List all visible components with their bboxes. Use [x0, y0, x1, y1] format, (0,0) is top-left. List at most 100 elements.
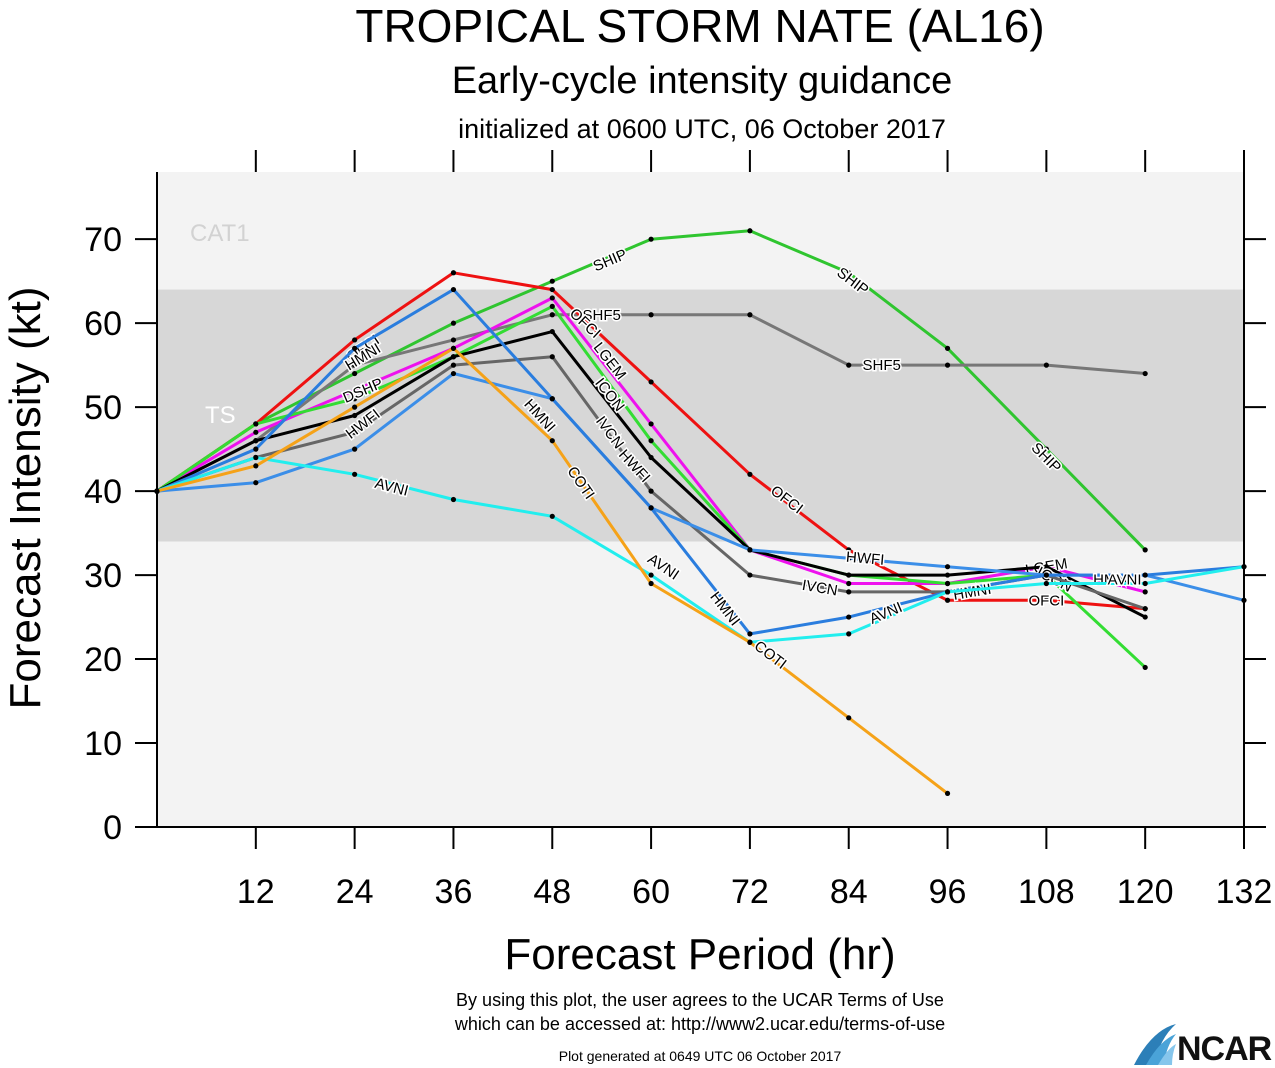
- data-point: [846, 614, 852, 620]
- data-point: [846, 572, 852, 578]
- terms-line-1: By using this plot, the user agrees to t…: [456, 990, 944, 1010]
- data-point: [846, 270, 852, 276]
- data-point: [253, 446, 259, 452]
- terms-line-2: which can be accessed at: http://www2.uc…: [454, 1014, 946, 1034]
- data-point: [846, 555, 852, 561]
- ts-band-label: TS: [205, 402, 236, 429]
- data-point: [253, 480, 259, 486]
- data-point: [1142, 547, 1148, 553]
- x-tick-label: 12: [237, 873, 275, 911]
- data-point: [846, 589, 852, 595]
- y-tick-label: 40: [84, 473, 122, 511]
- data-point: [648, 488, 654, 494]
- x-tick-label: 108: [1018, 873, 1075, 911]
- data-point: [846, 547, 852, 553]
- data-point: [747, 547, 753, 553]
- series-line: [156, 456, 1245, 644]
- x-tick-label: 132: [1216, 873, 1273, 911]
- series-line: [156, 288, 1245, 636]
- data-point: [1142, 572, 1148, 578]
- data-point: [1043, 564, 1049, 570]
- intensity-chart: TS CAT1 SHIPSHIPSHIPSHF5SHF5OFCIOFCIOFCI…: [1, 150, 1273, 979]
- data-point: [944, 345, 951, 351]
- data-point: [352, 471, 358, 477]
- generated-time: Plot generated at 0649 UTC 06 October 20…: [558, 1048, 842, 1064]
- data-point: [747, 471, 753, 477]
- ncar-logo-icon: [1134, 1024, 1176, 1065]
- y-tick-label: 70: [84, 221, 122, 259]
- data-point: [648, 572, 654, 578]
- data-point: [944, 580, 951, 587]
- data-point: [549, 312, 555, 318]
- data-point: [450, 320, 457, 326]
- cat1-band-label: CAT1: [190, 220, 250, 247]
- data-point: [648, 438, 654, 444]
- data-point: [648, 421, 654, 427]
- data-point: [450, 354, 457, 360]
- data-point: [352, 387, 358, 393]
- data-point: [352, 404, 358, 410]
- y-tick-label: 50: [84, 389, 122, 427]
- data-point: [549, 513, 555, 519]
- data-point: [253, 438, 259, 444]
- data-point: [253, 421, 259, 427]
- data-point: [549, 303, 555, 309]
- data-point: [747, 631, 753, 637]
- data-point: [944, 362, 951, 368]
- chart-subtitle: Early-cycle intensity guidance: [451, 60, 953, 102]
- data-point: [747, 312, 753, 318]
- y-tick-label: 20: [84, 641, 122, 679]
- data-point: [549, 278, 555, 284]
- series-shf5: SHF5 SHF5: [154, 305, 1148, 494]
- data-point: [450, 362, 457, 368]
- data-point: [846, 631, 852, 637]
- data-point: [846, 715, 852, 721]
- series-label: OFCI: [1028, 592, 1064, 609]
- x-axis-label: Forecast Period (hr): [504, 930, 895, 979]
- data-point: [352, 446, 358, 452]
- data-point: [450, 496, 457, 503]
- x-tick-label: 48: [533, 873, 571, 911]
- data-point: [450, 337, 457, 343]
- data-point: [944, 790, 951, 797]
- data-point: [846, 362, 852, 368]
- data-point: [846, 580, 852, 587]
- data-point: [253, 429, 259, 435]
- data-point: [549, 328, 555, 335]
- data-point: [1142, 606, 1148, 612]
- data-point: [549, 438, 555, 444]
- data-point: [450, 270, 457, 276]
- data-point: [747, 228, 753, 234]
- data-point: [1142, 664, 1148, 671]
- series-label: AVNI: [1108, 571, 1142, 588]
- data-point: [450, 370, 457, 377]
- data-point: [747, 639, 753, 645]
- series-label: SHF5: [583, 307, 621, 324]
- y-tick-label: 0: [103, 809, 122, 847]
- x-tick-label: 84: [830, 873, 868, 911]
- series-label: SHF5: [862, 357, 900, 374]
- data-point: [450, 286, 457, 293]
- data-point: [253, 454, 259, 461]
- data-point: [352, 337, 358, 343]
- data-point: [352, 370, 358, 377]
- data-point: [944, 589, 951, 595]
- chart-title: TROPICAL STORM NATE (AL16): [355, 0, 1045, 52]
- y-tick-label: 10: [84, 725, 122, 763]
- x-tick-label: 72: [731, 873, 769, 911]
- data-point: [549, 295, 555, 301]
- data-point: [747, 572, 753, 578]
- data-point: [1142, 589, 1148, 595]
- data-point: [352, 429, 358, 435]
- data-point: [944, 597, 951, 603]
- data-point: [648, 580, 654, 587]
- ncar-logo-text: NCAR: [1177, 1030, 1272, 1068]
- x-tick-label: 96: [929, 873, 967, 911]
- data-point: [253, 463, 259, 469]
- init-time: initialized at 0600 UTC, 06 October 2017: [458, 114, 946, 144]
- y-axis-label: Forecast Intensity (kt): [1, 286, 50, 709]
- data-point: [648, 236, 654, 242]
- data-point: [1043, 362, 1049, 368]
- data-point: [549, 396, 555, 402]
- x-tick-label: 60: [632, 873, 670, 911]
